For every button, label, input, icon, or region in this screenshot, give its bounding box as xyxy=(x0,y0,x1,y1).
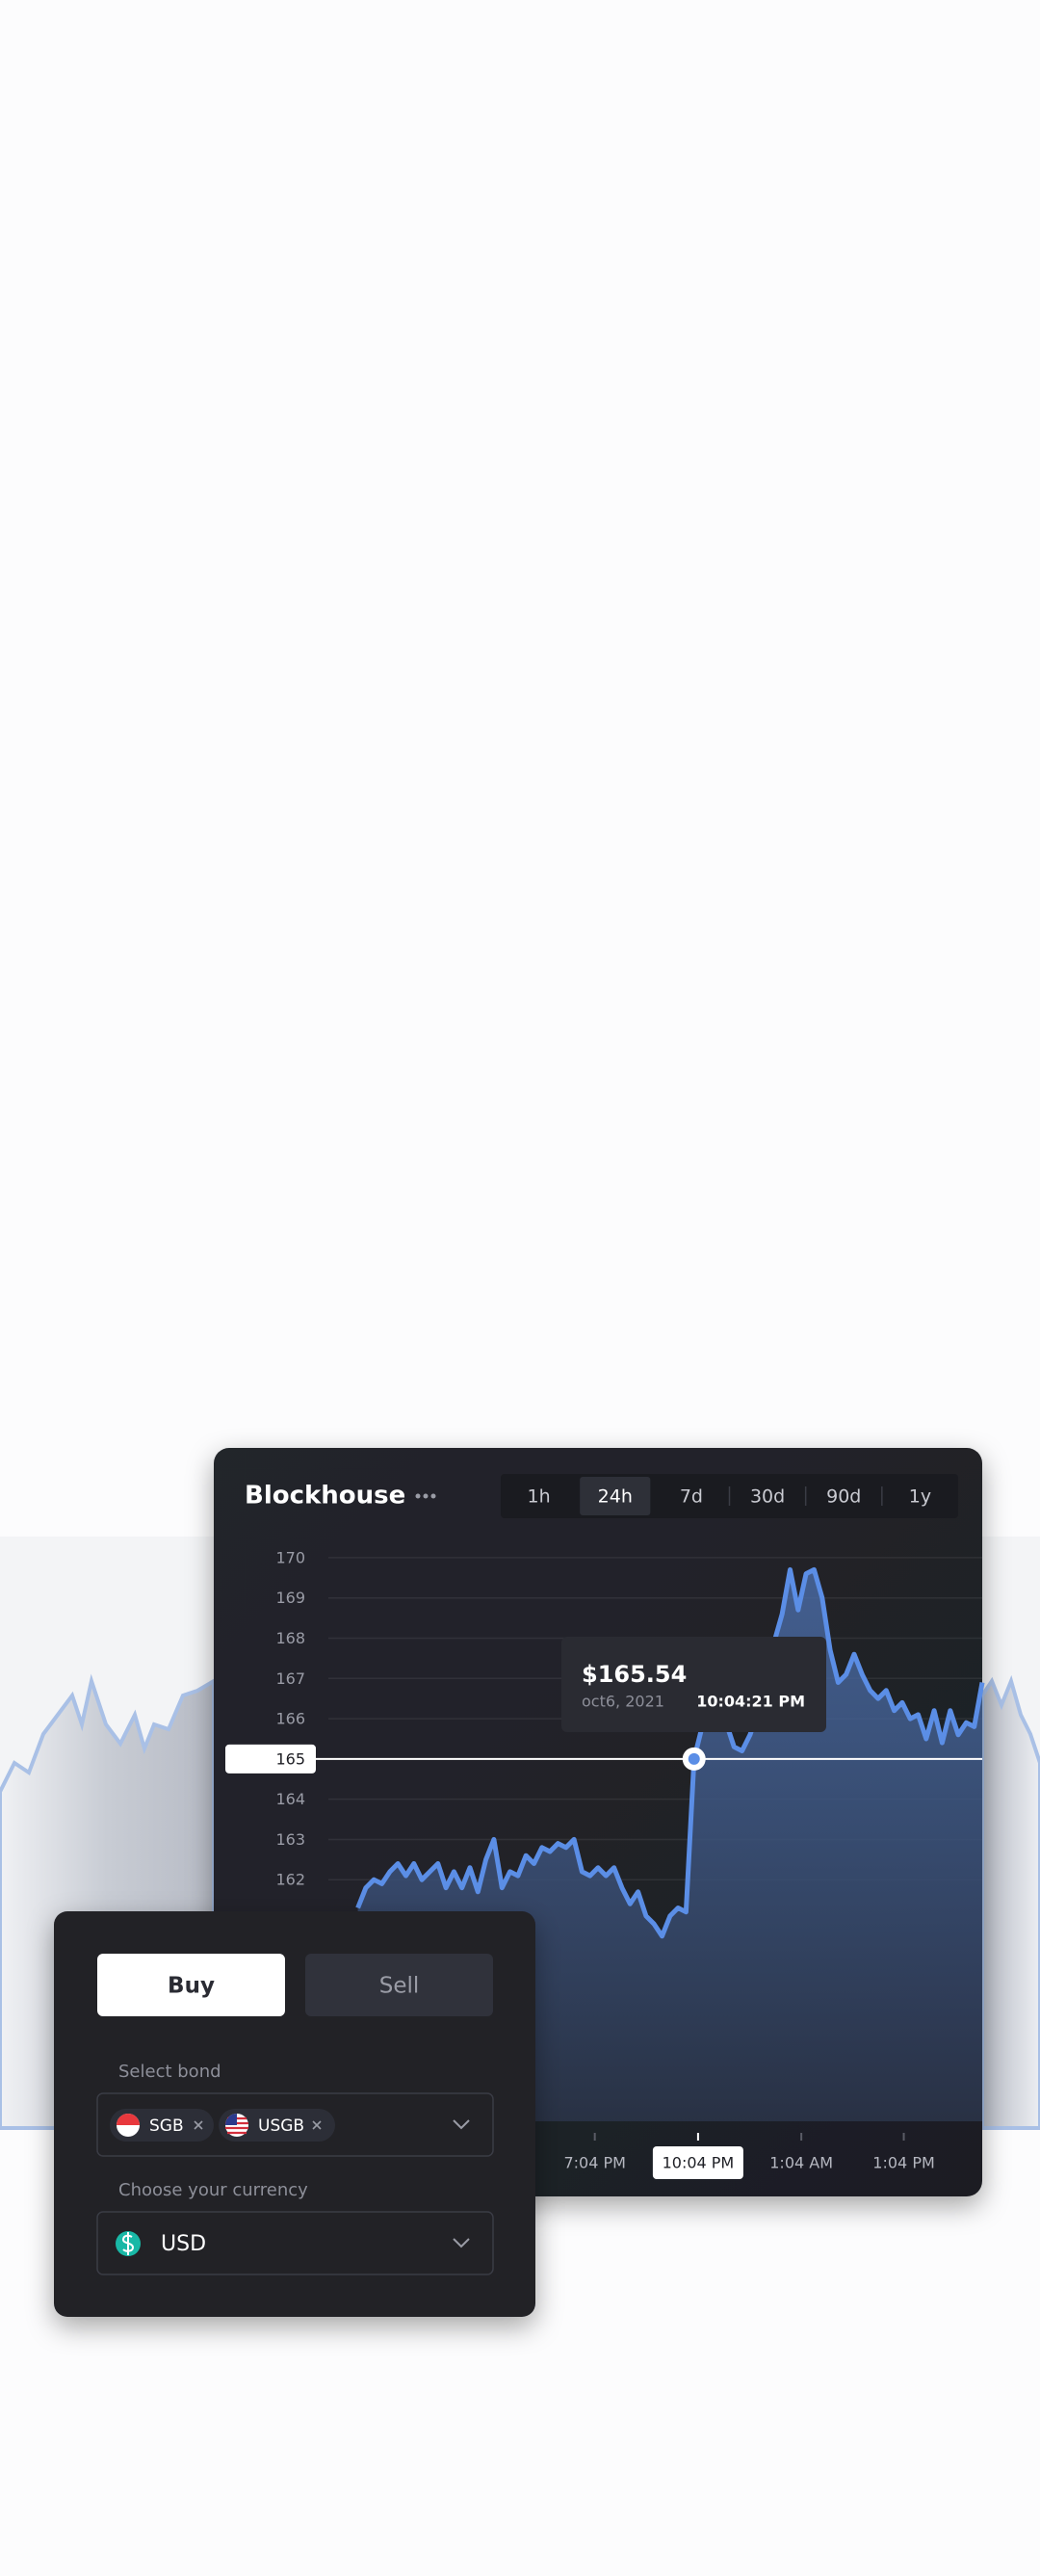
tooltip xyxy=(561,1637,826,1732)
order-button[interactable] xyxy=(305,1954,493,2016)
remove-chip[interactable] xyxy=(312,2120,322,2130)
order-button[interactable] xyxy=(97,1954,285,2016)
x-tick-label: 1:04 PM xyxy=(872,2154,934,2172)
tab[interactable]: 24h xyxy=(598,1486,633,1508)
tooltip-date: oct6, 2021 xyxy=(582,1693,664,1711)
bond-label: Select bond xyxy=(118,2062,221,2082)
x-tick-label: 1:04 AM xyxy=(769,2154,833,2172)
currency-icon xyxy=(116,2231,141,2256)
bond-chip-label: USGB xyxy=(258,2116,304,2136)
order-button-label: Sell xyxy=(379,1974,420,1999)
y-tick-label: 166 xyxy=(275,1710,305,1728)
chevron xyxy=(453,2238,470,2248)
chevron xyxy=(453,2119,470,2130)
more-button[interactable] xyxy=(415,1493,436,1499)
order-button-label: Buy xyxy=(168,1974,215,1999)
remove-chip[interactable] xyxy=(194,2120,203,2130)
tab[interactable]: 1h xyxy=(528,1486,551,1508)
x-tick-label: 10:04 PM xyxy=(663,2154,735,2172)
bond-chip-label: SGB xyxy=(149,2116,184,2136)
card-title: Blockhouse xyxy=(245,1482,405,1511)
currency-select[interactable] xyxy=(96,2211,494,2275)
x-tick-highlight xyxy=(652,2146,743,2179)
tooltip-price: $165.54 xyxy=(582,1661,687,1688)
y-tick-label: 164 xyxy=(275,1790,305,1808)
tab[interactable]: 7d xyxy=(680,1486,703,1508)
y-tick-label: 163 xyxy=(275,1830,305,1849)
currency-value: USD xyxy=(161,2232,206,2256)
flag-us xyxy=(225,2114,248,2137)
price-line xyxy=(355,1566,985,1939)
x-tick-label: 7:04 PM xyxy=(563,2154,625,2172)
y-tick-label: 169 xyxy=(275,1589,305,1607)
bond-chip xyxy=(219,2109,335,2142)
bg-area-right xyxy=(980,1674,1040,2130)
y-tick-label: 162 xyxy=(275,1871,305,1889)
crosshair-point-inner xyxy=(688,1752,700,1765)
y-tick-label: 167 xyxy=(275,1669,305,1688)
y-tick-label: 168 xyxy=(275,1629,305,1647)
y-tick-label: 170 xyxy=(275,1548,305,1566)
bond-select[interactable] xyxy=(96,2092,494,2157)
y-tick-highlight xyxy=(225,1744,316,1774)
flag-sg xyxy=(117,2114,140,2137)
tab-active-bg xyxy=(580,1477,651,1515)
y-tick-label: 165 xyxy=(275,1749,305,1768)
tab[interactable]: 30d xyxy=(750,1486,785,1508)
tooltip-time: 10:04:21 PM xyxy=(696,1693,805,1711)
currency-label: Choose your currency xyxy=(118,2180,308,2200)
tab[interactable]: 90d xyxy=(826,1486,861,1508)
tab[interactable]: 1y xyxy=(909,1486,931,1508)
